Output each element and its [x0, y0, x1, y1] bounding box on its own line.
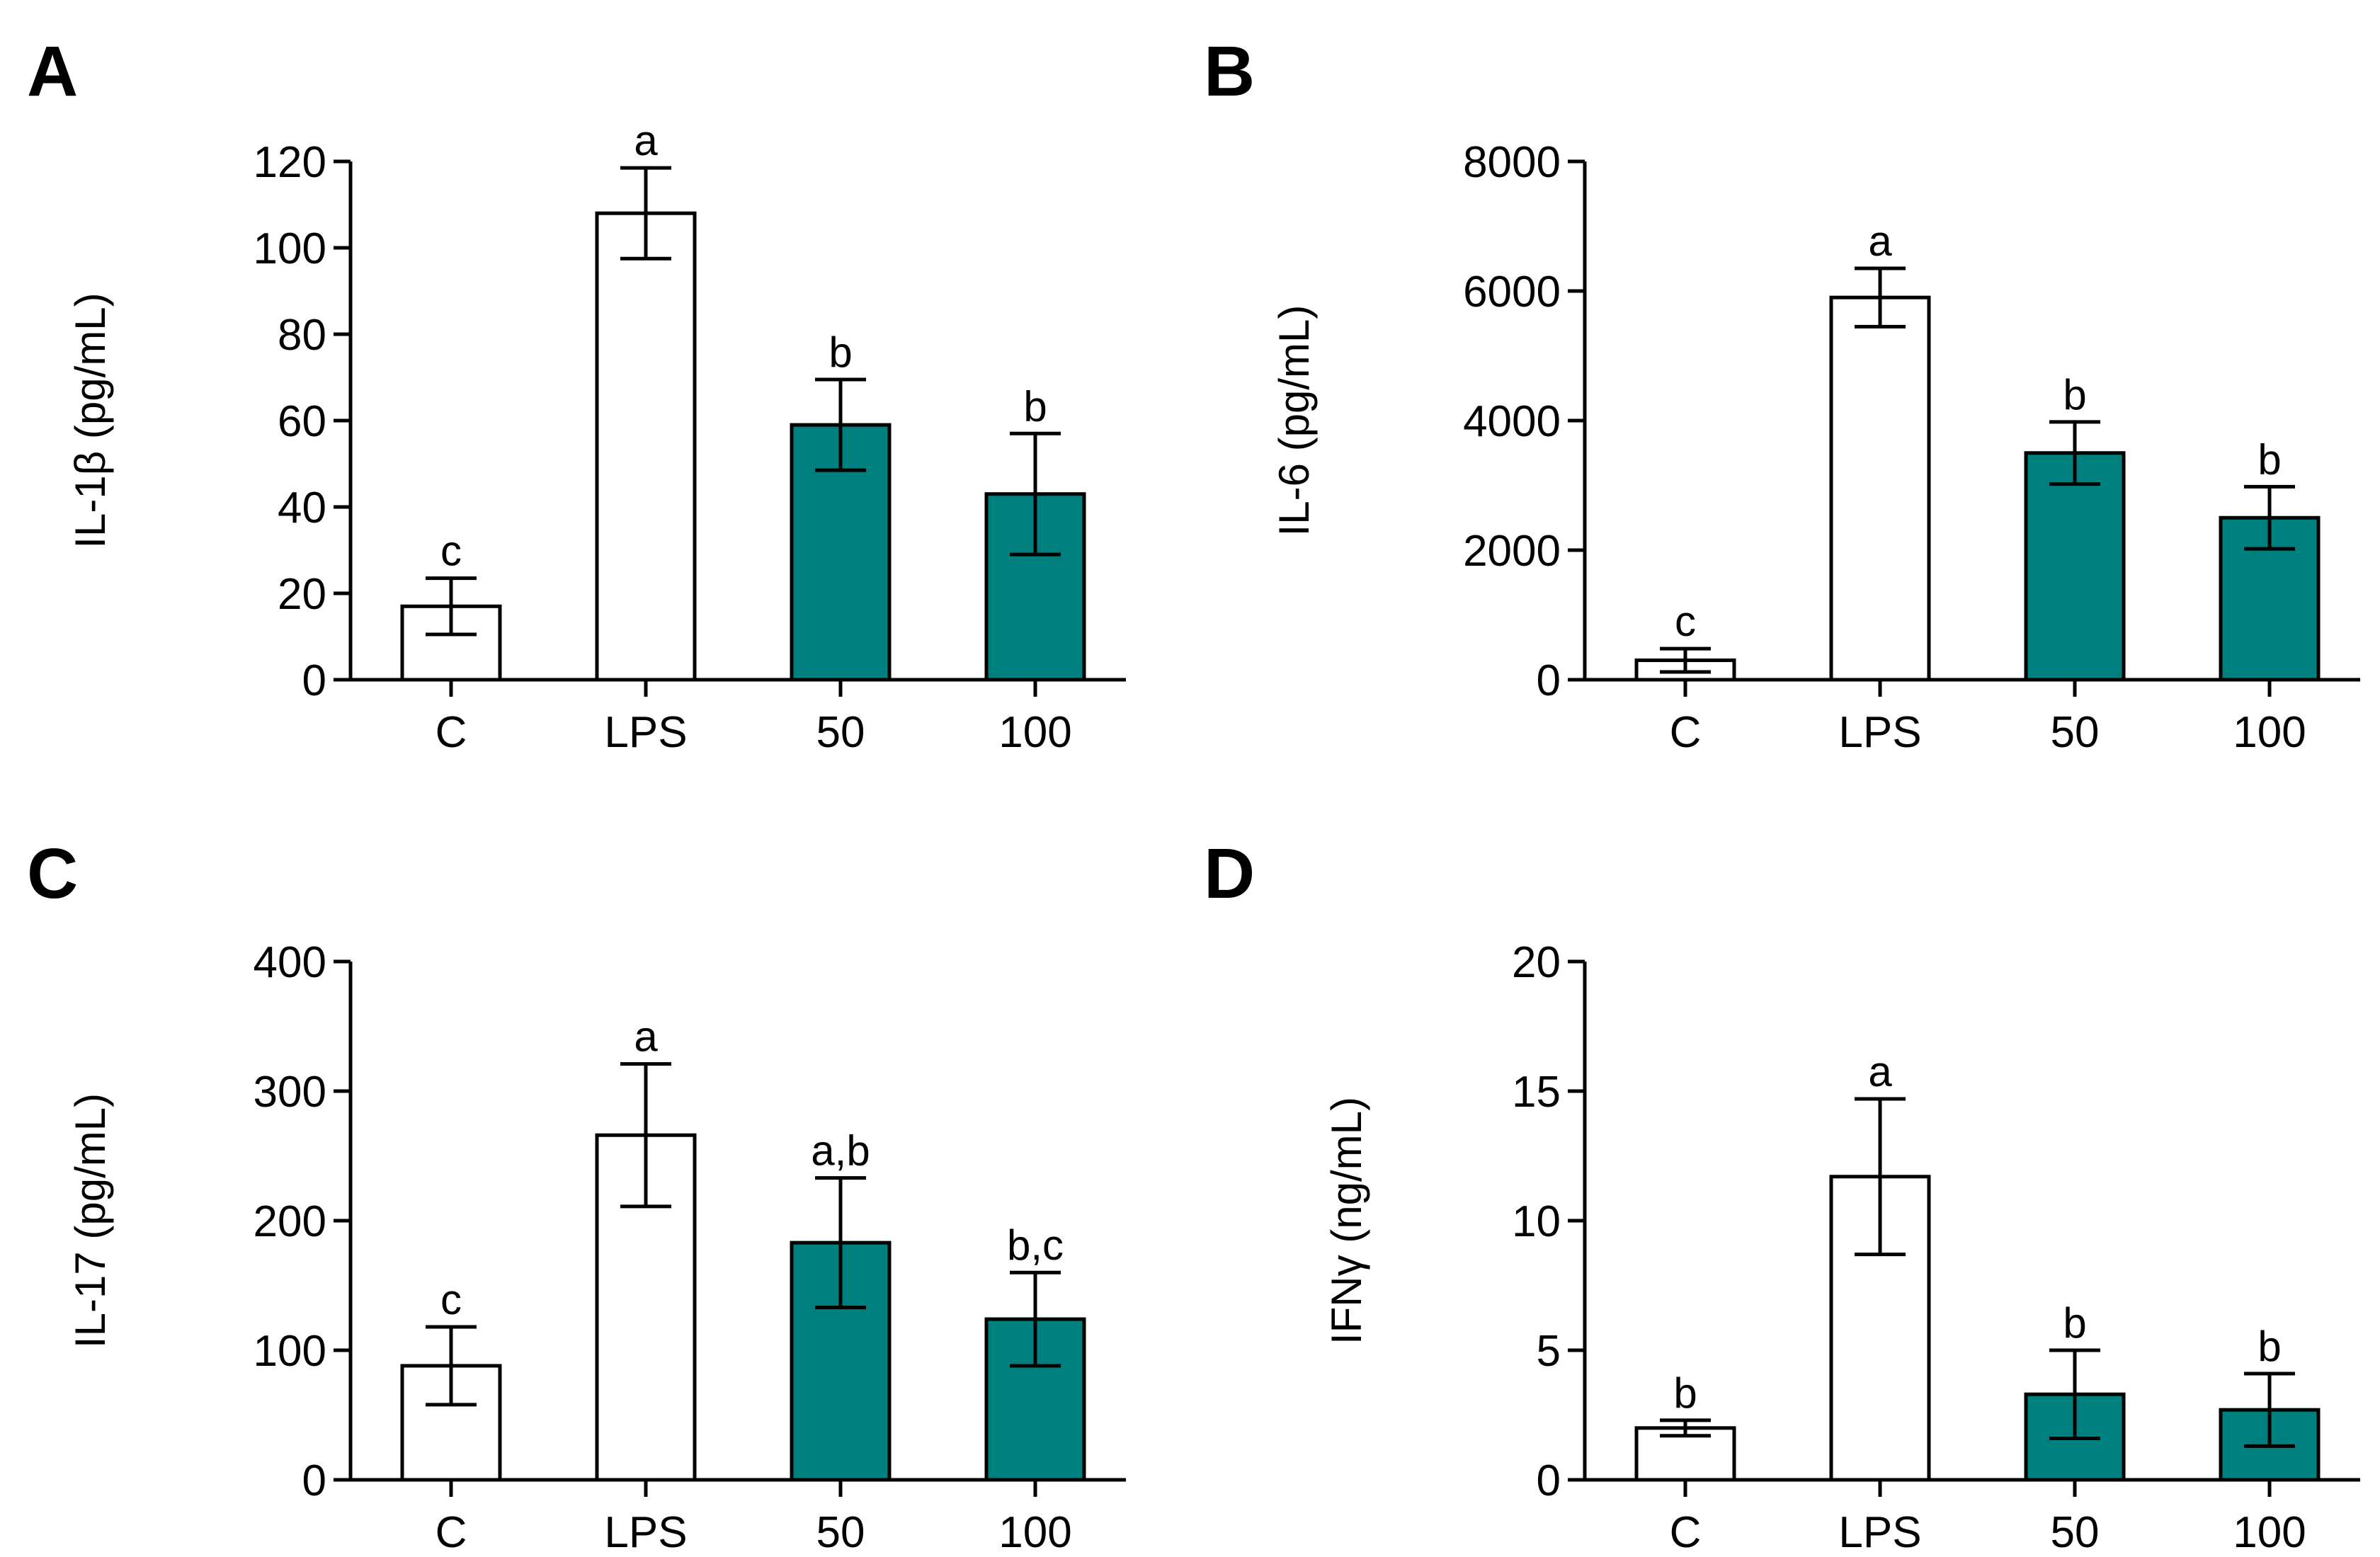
y-tick-label: 15 — [1512, 1068, 1561, 1117]
y-tick-label: 5 — [1537, 1327, 1561, 1376]
error-bar-50 — [2049, 1348, 2100, 1440]
y-tick-label: 0 — [302, 656, 326, 705]
y-axis-label: IL-1β (pg/mL) — [67, 292, 114, 548]
significance-label: a — [634, 117, 658, 164]
error-bar-50 — [2049, 420, 2100, 486]
x-tick-label: C — [1670, 1508, 1702, 1557]
y-axis-label: IFNγ (ng/mL) — [1323, 1097, 1370, 1345]
significance-label: c — [440, 527, 462, 575]
y-tick-label: 300 — [254, 1068, 326, 1117]
y-tick-label: 10 — [1512, 1197, 1561, 1246]
x-tick-label: LPS — [604, 708, 687, 757]
x-tick-label: C — [1670, 708, 1702, 757]
y-axis-label: IL-6 (pg/mL) — [1270, 305, 1318, 537]
x-tick-label: LPS — [604, 1508, 687, 1557]
x-tick-label: 50 — [816, 708, 865, 757]
x-tick-label: LPS — [1838, 1508, 1921, 1557]
significance-label: b — [2257, 1323, 2281, 1370]
y-tick-label: 2000 — [1463, 527, 1561, 576]
x-tick-label: 100 — [998, 708, 1071, 757]
x-tick-label: 50 — [2051, 1508, 2100, 1557]
panel-label: B — [1204, 32, 1255, 111]
y-tick-label: 20 — [278, 570, 326, 619]
y-tick-label: 200 — [254, 1197, 326, 1246]
y-tick-label: 40 — [278, 484, 326, 532]
panel-b: B 0 2000 4000 6000 8000 IL-6 (pg/mL) c Ca LPS b 50 b… — [1204, 32, 2360, 757]
x-tick-label: C — [435, 1508, 467, 1557]
error-bar-100 — [1010, 1270, 1061, 1368]
error-bar-lps — [620, 166, 671, 261]
y-tick-label: 60 — [278, 397, 326, 446]
significance-label: a — [1868, 217, 1892, 265]
error-bar-c — [1660, 1418, 1711, 1438]
significance-label: b — [2063, 1299, 2086, 1347]
significance-label: b — [2257, 435, 2281, 483]
x-tick-label: 100 — [998, 1508, 1071, 1557]
y-tick-label: 0 — [302, 1456, 326, 1505]
error-bar-c — [1660, 646, 1711, 674]
y-tick-label: 20 — [1512, 938, 1561, 987]
significance-label: a,b — [811, 1127, 870, 1175]
y-tick-label: 400 — [254, 938, 326, 987]
significance-label: b — [829, 329, 852, 376]
error-bar-c — [426, 1325, 477, 1407]
significance-label: c — [440, 1276, 462, 1323]
significance-label: a — [1868, 1048, 1892, 1095]
error-bar-c — [426, 576, 477, 637]
error-bar-lps — [1855, 1097, 1906, 1257]
panel-label: D — [1204, 834, 1255, 913]
x-tick-label: 50 — [816, 1508, 865, 1557]
bar-lps — [595, 211, 697, 682]
y-tick-label: 0 — [1537, 1456, 1561, 1505]
significance-label: b — [1673, 1369, 1697, 1417]
error-bar-100 — [2244, 1371, 2295, 1448]
panel-c: C 0 100 200 300 400 IL-17 (pg/mL) c Ca LPS a,b 50 b,… — [27, 834, 1126, 1557]
error-bar-50 — [815, 1176, 866, 1310]
y-tick-label: 100 — [254, 1327, 326, 1376]
significance-label: a — [634, 1013, 658, 1061]
y-tick-label: 120 — [254, 138, 326, 187]
bar-lps — [1829, 295, 1931, 682]
error-bar-100 — [1010, 431, 1061, 557]
error-bar-lps — [1855, 266, 1906, 329]
significance-label: c — [1675, 598, 1696, 645]
significance-label: b — [2063, 371, 2086, 418]
y-tick-label: 0 — [1537, 656, 1561, 705]
y-tick-label: 80 — [278, 311, 326, 360]
significance-label: b — [1023, 382, 1047, 430]
y-tick-label: 6000 — [1463, 268, 1561, 316]
x-tick-label: 100 — [2233, 708, 2306, 757]
x-tick-label: 50 — [2051, 708, 2100, 757]
panel-d: D 0 5 10 15 20 IFNγ (ng/mL) b Ca LPS b 50 b 100 — [1204, 834, 2360, 1557]
panel-a: A 0 20 40 60 80 100 120 IL-1β (pg/mL) c Ca LPS b 50 b 1… — [27, 32, 1126, 757]
y-axis-label: IL-17 (pg/mL) — [67, 1093, 114, 1348]
x-tick-label: 100 — [2233, 1508, 2306, 1557]
error-bar-lps — [620, 1062, 671, 1209]
x-tick-label: C — [435, 708, 467, 757]
error-bar-100 — [2244, 484, 2295, 551]
bar-50 — [2024, 451, 2126, 682]
y-tick-label: 8000 — [1463, 138, 1561, 187]
y-tick-label: 4000 — [1463, 397, 1561, 446]
y-tick-label: 100 — [254, 224, 326, 273]
significance-label: b,c — [1007, 1221, 1064, 1269]
bar-100 — [984, 492, 1086, 682]
x-tick-label: LPS — [1838, 708, 1921, 757]
panel-label: A — [27, 32, 78, 111]
panel-label: C — [27, 834, 78, 913]
error-bar-50 — [815, 377, 866, 472]
